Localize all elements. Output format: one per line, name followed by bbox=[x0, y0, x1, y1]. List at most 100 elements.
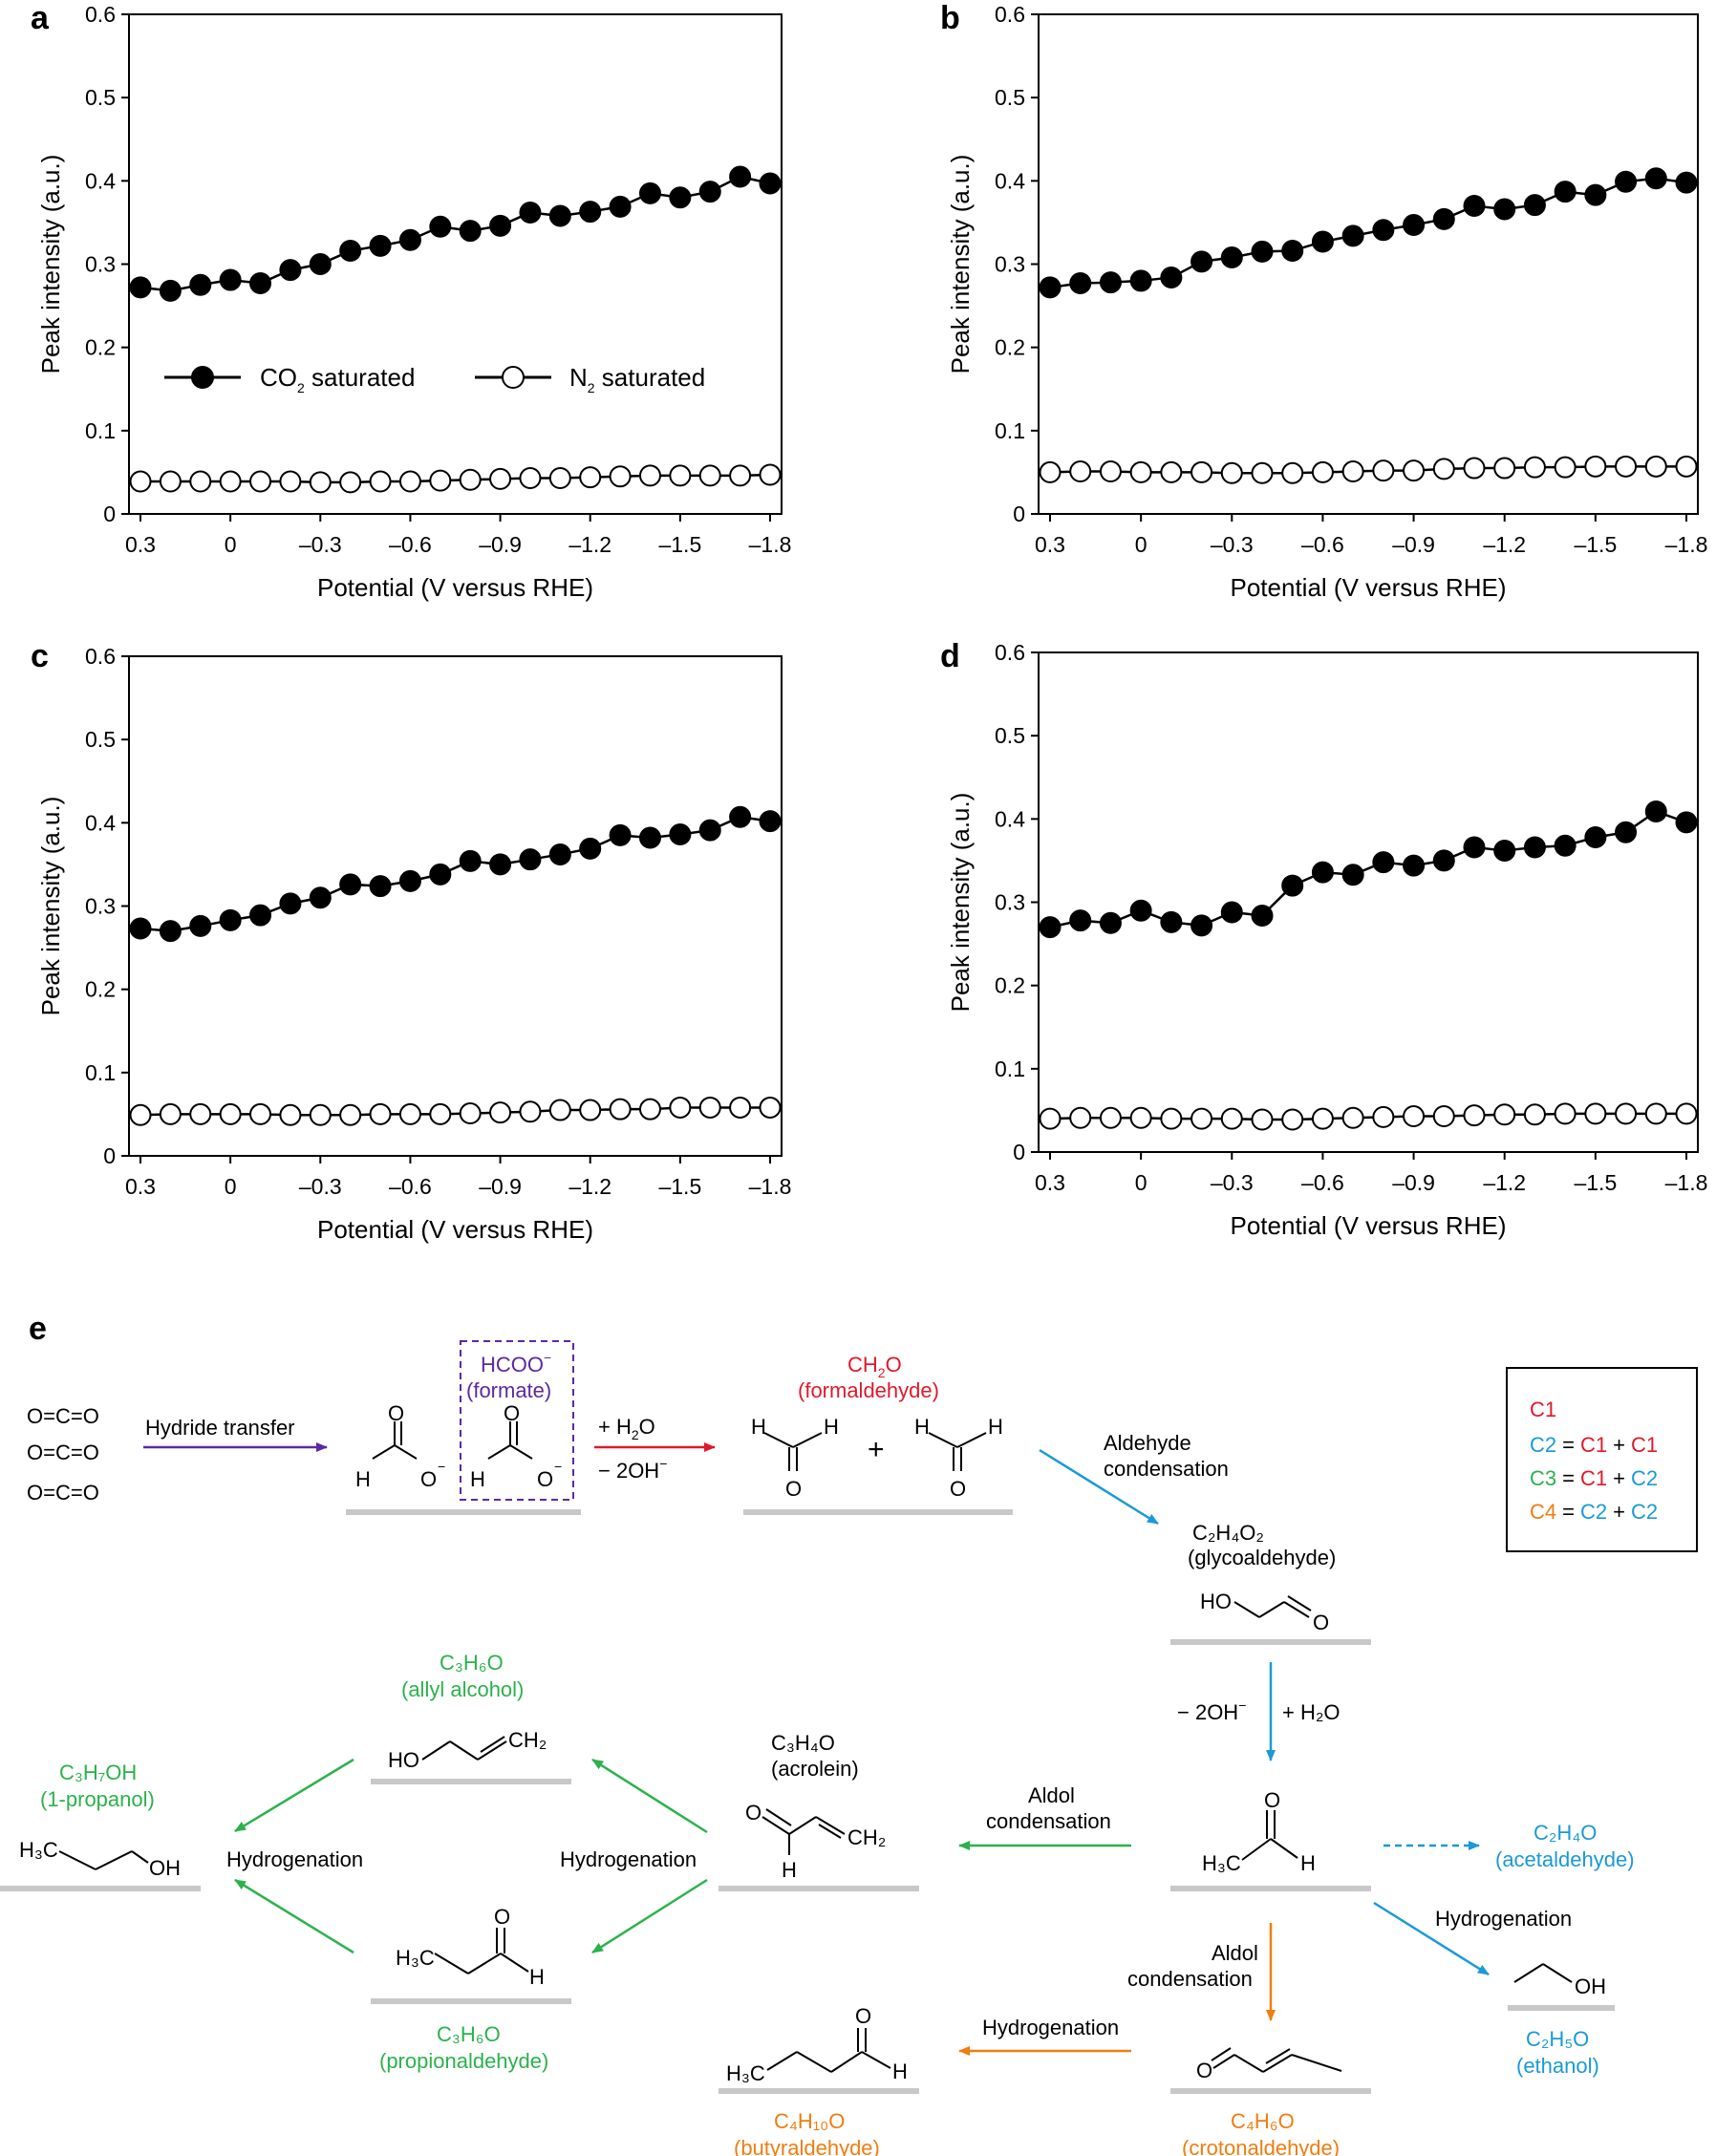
allyl-alcohol-formula: C₃H₆O bbox=[440, 1651, 504, 1675]
data-point-co2 bbox=[1069, 272, 1092, 295]
propanol-formula: C₃H₇OH bbox=[59, 1761, 137, 1784]
y-tick-label: 0.6 bbox=[85, 2, 116, 27]
crotonaldehyde-formula: C₄H₆O bbox=[1231, 2109, 1295, 2133]
data-point-n2 bbox=[1403, 459, 1426, 482]
plot-frame bbox=[128, 13, 783, 515]
data-point-co2 bbox=[1675, 811, 1698, 834]
data-point-n2 bbox=[1463, 1104, 1486, 1127]
aldehyde-condensation-arrow bbox=[1039, 1448, 1159, 1526]
series-line-co2 bbox=[139, 175, 771, 292]
data-point-co2 bbox=[1251, 904, 1274, 927]
data-point-co2 bbox=[249, 904, 272, 927]
x-axis-label: Potential (V versus RHE) bbox=[317, 573, 593, 602]
allyl-alcohol-ho: HO bbox=[388, 1748, 419, 1772]
x-tick-label: –0.9 bbox=[479, 1174, 522, 1199]
hydride-transfer-label: Hydride transfer bbox=[145, 1416, 295, 1440]
aldol-condensation-green-2: condensation bbox=[986, 1809, 1111, 1833]
chart-panel-a: a 0 0.1 0.2 0.3 0.4 0.5 0.6 0.3 0 –0.3 –0.6 –0.9 –1.2… bbox=[31, 0, 791, 602]
acetaldehyde-baseline bbox=[1170, 1886, 1371, 1891]
y-tick-label: 0.5 bbox=[85, 727, 116, 752]
chart-panel-c: c 0 0.1 0.2 0.3 0.4 0.5 0.6 0.3 0 –0.3 –0.6 –0.9 –1.2… bbox=[31, 638, 791, 1244]
hydrogenation-label-acrolein: Hydrogenation bbox=[560, 1847, 697, 1871]
data-point-co2 bbox=[159, 920, 182, 943]
data-point-co2 bbox=[759, 810, 782, 833]
data-point-co2 bbox=[669, 823, 692, 846]
propanol-structure bbox=[58, 1850, 149, 1870]
y-tick-label: 0 bbox=[1013, 502, 1025, 526]
y-tick-label: 0 bbox=[103, 502, 116, 526]
data-point-co2 bbox=[609, 823, 632, 846]
data-point-co2 bbox=[1523, 836, 1546, 859]
step1-plus-h2o: + H2O bbox=[598, 1415, 655, 1442]
data-point-n2 bbox=[1160, 1107, 1183, 1130]
data-point-co2 bbox=[398, 869, 421, 892]
data-point-n2 bbox=[339, 1103, 362, 1126]
data-point-co2 bbox=[189, 273, 212, 296]
data-point-co2 bbox=[369, 234, 392, 257]
co2-molecule-3: O=C=O bbox=[27, 1481, 99, 1505]
acetaldehyde-to-ethanol-arrow bbox=[1373, 1901, 1490, 1976]
data-point-co2 bbox=[1220, 246, 1243, 269]
acrolein-formula: C₃H₄O bbox=[771, 1731, 835, 1755]
x-tick-label: –0.6 bbox=[389, 1174, 432, 1199]
key-c2-row: C2 = C1 + C1 bbox=[1530, 1433, 1658, 1457]
data-point-co2 bbox=[669, 186, 692, 209]
data-point-n2 bbox=[1251, 1108, 1274, 1131]
step1-minus-2oh: − 2OH− bbox=[598, 1456, 667, 1483]
data-point-co2 bbox=[609, 195, 632, 218]
data-point-n2 bbox=[1129, 1106, 1152, 1129]
data-point-co2 bbox=[1493, 839, 1516, 862]
data-point-co2 bbox=[1341, 864, 1364, 886]
data-point-n2 bbox=[129, 470, 152, 493]
propionaldehyde-h: H bbox=[529, 1965, 545, 1989]
ethanol-name: (ethanol) bbox=[1516, 2054, 1599, 2078]
allyl-alcohol-ch2: CH₂ bbox=[508, 1728, 547, 1752]
legend-label-n2: N2 saturated bbox=[569, 363, 705, 395]
butyraldehyde-baseline bbox=[719, 2088, 919, 2094]
propanol-name: (1-propanol) bbox=[40, 1787, 155, 1811]
data-point-n2 bbox=[219, 470, 242, 493]
panel-letter-c: c bbox=[31, 638, 49, 674]
panel-letter-d: d bbox=[940, 638, 960, 674]
acrolein-ch2: CH₂ bbox=[847, 1825, 886, 1849]
data-point-n2 bbox=[1190, 1107, 1213, 1130]
crotonaldehyde-structure bbox=[1211, 2047, 1342, 2073]
data-point-co2 bbox=[279, 259, 302, 282]
data-point-n2 bbox=[189, 1102, 212, 1125]
y-axis-label: Peak intensity (a.u.) bbox=[36, 155, 65, 374]
y-axis-label: Peak intensity (a.u.) bbox=[36, 797, 65, 1016]
data-point-co2 bbox=[1463, 836, 1486, 859]
propionaldehyde-h3c: H₃C bbox=[396, 1946, 435, 1970]
reaction-scheme: e O=C=O O=C=O O=C=O Hydride transfer H O… bbox=[0, 1311, 1698, 2156]
glycoaldehyde-baseline bbox=[1170, 1639, 1371, 1645]
x-tick-label: –1.5 bbox=[1574, 532, 1617, 557]
data-point-n2 bbox=[548, 1099, 571, 1121]
acrolein-to-allyl-alcohol-arrow bbox=[591, 1758, 708, 1834]
x-tick-label: 0 bbox=[225, 532, 237, 557]
data-point-n2 bbox=[579, 1099, 602, 1121]
data-point-n2 bbox=[1039, 1107, 1062, 1130]
formaldehyde-h-right-1: H bbox=[824, 1415, 839, 1439]
y-tick-label: 0.3 bbox=[85, 252, 116, 277]
data-point-n2 bbox=[189, 470, 212, 493]
propionaldehyde-structure bbox=[434, 1928, 529, 1975]
data-point-co2 bbox=[1554, 181, 1577, 203]
acetaldehyde-structure bbox=[1241, 1810, 1298, 1861]
co2-molecule-2: O=C=O bbox=[27, 1441, 99, 1464]
plot-frame bbox=[128, 655, 783, 1157]
x-axis-label: Potential (V versus RHE) bbox=[1231, 1211, 1507, 1240]
data-point-n2 bbox=[609, 1098, 632, 1121]
data-point-co2 bbox=[339, 240, 362, 263]
allyl-alcohol-structure bbox=[421, 1736, 507, 1761]
data-point-co2 bbox=[129, 917, 152, 940]
data-point-co2 bbox=[1403, 214, 1426, 237]
x-tick-label: 0.3 bbox=[125, 532, 156, 557]
aldol-condensation-green-1: Aldol bbox=[1028, 1783, 1075, 1807]
x-tick-label: –0.6 bbox=[389, 532, 432, 557]
y-tick-label: 0.4 bbox=[85, 168, 116, 193]
data-point-n2 bbox=[1190, 460, 1213, 483]
acrolein-structure bbox=[761, 1808, 846, 1855]
data-point-co2 bbox=[1039, 276, 1062, 299]
data-point-co2 bbox=[309, 253, 332, 275]
